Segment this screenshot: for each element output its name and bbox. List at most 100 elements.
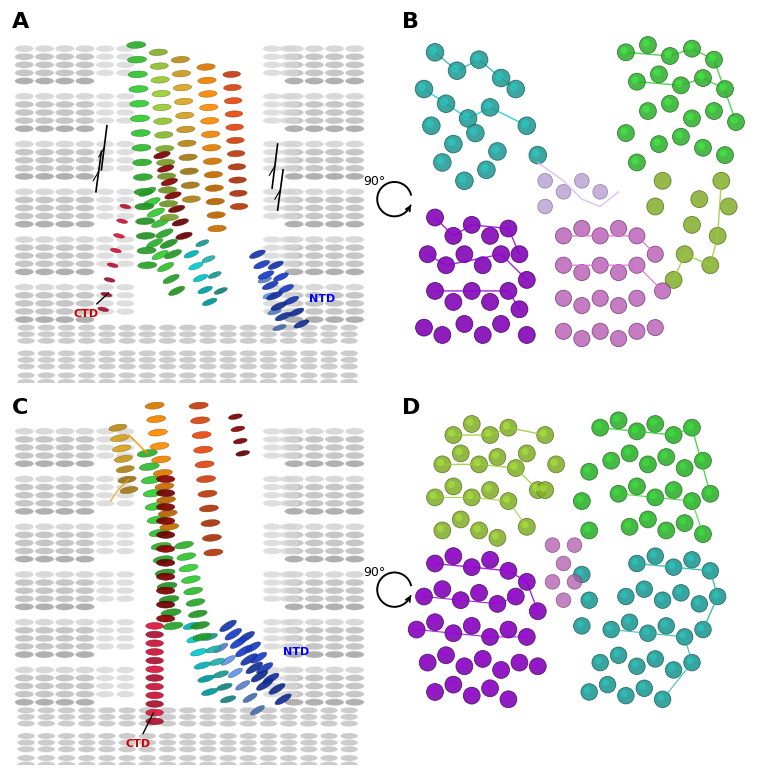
Ellipse shape <box>98 386 116 392</box>
Ellipse shape <box>284 117 304 124</box>
Ellipse shape <box>555 228 572 244</box>
Ellipse shape <box>35 53 54 60</box>
Ellipse shape <box>179 363 197 369</box>
Ellipse shape <box>225 111 243 117</box>
Ellipse shape <box>629 423 645 440</box>
Ellipse shape <box>17 708 35 713</box>
Ellipse shape <box>573 566 590 583</box>
Ellipse shape <box>284 675 304 682</box>
Ellipse shape <box>640 625 656 641</box>
Ellipse shape <box>305 603 324 610</box>
Ellipse shape <box>159 386 177 392</box>
Ellipse shape <box>202 144 221 151</box>
Ellipse shape <box>199 331 216 337</box>
Ellipse shape <box>320 733 338 739</box>
Ellipse shape <box>694 526 711 543</box>
Ellipse shape <box>532 149 540 157</box>
Ellipse shape <box>325 70 344 77</box>
Ellipse shape <box>263 300 281 307</box>
Ellipse shape <box>139 463 159 470</box>
Ellipse shape <box>345 571 364 578</box>
Ellipse shape <box>581 463 597 480</box>
Ellipse shape <box>219 350 237 356</box>
Ellipse shape <box>156 559 175 566</box>
Ellipse shape <box>434 326 451 344</box>
Ellipse shape <box>98 740 116 746</box>
Ellipse shape <box>263 580 281 586</box>
Ellipse shape <box>98 331 116 337</box>
Ellipse shape <box>75 117 95 124</box>
Ellipse shape <box>148 208 165 217</box>
Ellipse shape <box>37 331 55 337</box>
Ellipse shape <box>219 708 237 713</box>
Ellipse shape <box>35 260 54 267</box>
Ellipse shape <box>325 125 344 132</box>
Ellipse shape <box>15 236 34 243</box>
Ellipse shape <box>75 452 95 459</box>
Ellipse shape <box>199 337 216 344</box>
Ellipse shape <box>686 113 694 120</box>
Ellipse shape <box>300 708 318 713</box>
Ellipse shape <box>325 619 344 626</box>
Ellipse shape <box>134 173 152 180</box>
Ellipse shape <box>156 476 175 483</box>
Ellipse shape <box>300 740 318 746</box>
Ellipse shape <box>118 325 136 330</box>
Ellipse shape <box>15 675 34 682</box>
Ellipse shape <box>35 300 54 307</box>
Ellipse shape <box>201 118 219 124</box>
Ellipse shape <box>654 691 671 708</box>
Ellipse shape <box>169 205 185 212</box>
Ellipse shape <box>35 476 54 483</box>
Ellipse shape <box>172 219 188 226</box>
Ellipse shape <box>107 263 118 267</box>
Ellipse shape <box>521 631 529 639</box>
Ellipse shape <box>37 761 55 768</box>
Ellipse shape <box>98 746 116 752</box>
Ellipse shape <box>37 350 55 356</box>
Ellipse shape <box>284 595 304 602</box>
Ellipse shape <box>661 525 668 533</box>
Ellipse shape <box>284 428 304 435</box>
Ellipse shape <box>665 98 672 105</box>
Ellipse shape <box>258 271 274 280</box>
Ellipse shape <box>159 510 177 517</box>
Ellipse shape <box>259 357 277 363</box>
Ellipse shape <box>345 651 364 658</box>
Ellipse shape <box>118 733 136 739</box>
Ellipse shape <box>665 51 672 58</box>
Ellipse shape <box>55 595 74 602</box>
Ellipse shape <box>325 173 344 180</box>
Ellipse shape <box>55 555 74 562</box>
Ellipse shape <box>691 191 708 208</box>
Ellipse shape <box>78 769 95 775</box>
Ellipse shape <box>75 196 95 203</box>
Ellipse shape <box>159 755 177 761</box>
Ellipse shape <box>58 769 75 775</box>
Ellipse shape <box>263 683 281 690</box>
Ellipse shape <box>686 658 694 665</box>
Ellipse shape <box>116 292 134 298</box>
Ellipse shape <box>55 196 74 203</box>
Ellipse shape <box>206 198 224 205</box>
Ellipse shape <box>138 350 156 356</box>
Ellipse shape <box>345 666 364 673</box>
Ellipse shape <box>17 357 35 363</box>
Ellipse shape <box>712 591 719 598</box>
Ellipse shape <box>268 308 281 315</box>
Ellipse shape <box>75 70 95 77</box>
Ellipse shape <box>284 483 304 490</box>
Ellipse shape <box>118 476 136 483</box>
Ellipse shape <box>55 476 74 483</box>
Ellipse shape <box>471 456 487 473</box>
Ellipse shape <box>118 708 136 713</box>
Ellipse shape <box>202 298 217 305</box>
Ellipse shape <box>341 720 358 726</box>
Ellipse shape <box>676 629 693 645</box>
Ellipse shape <box>325 244 344 251</box>
Ellipse shape <box>15 53 34 60</box>
Ellipse shape <box>263 109 281 116</box>
Ellipse shape <box>263 212 281 219</box>
Ellipse shape <box>55 579 74 586</box>
Ellipse shape <box>174 98 193 105</box>
